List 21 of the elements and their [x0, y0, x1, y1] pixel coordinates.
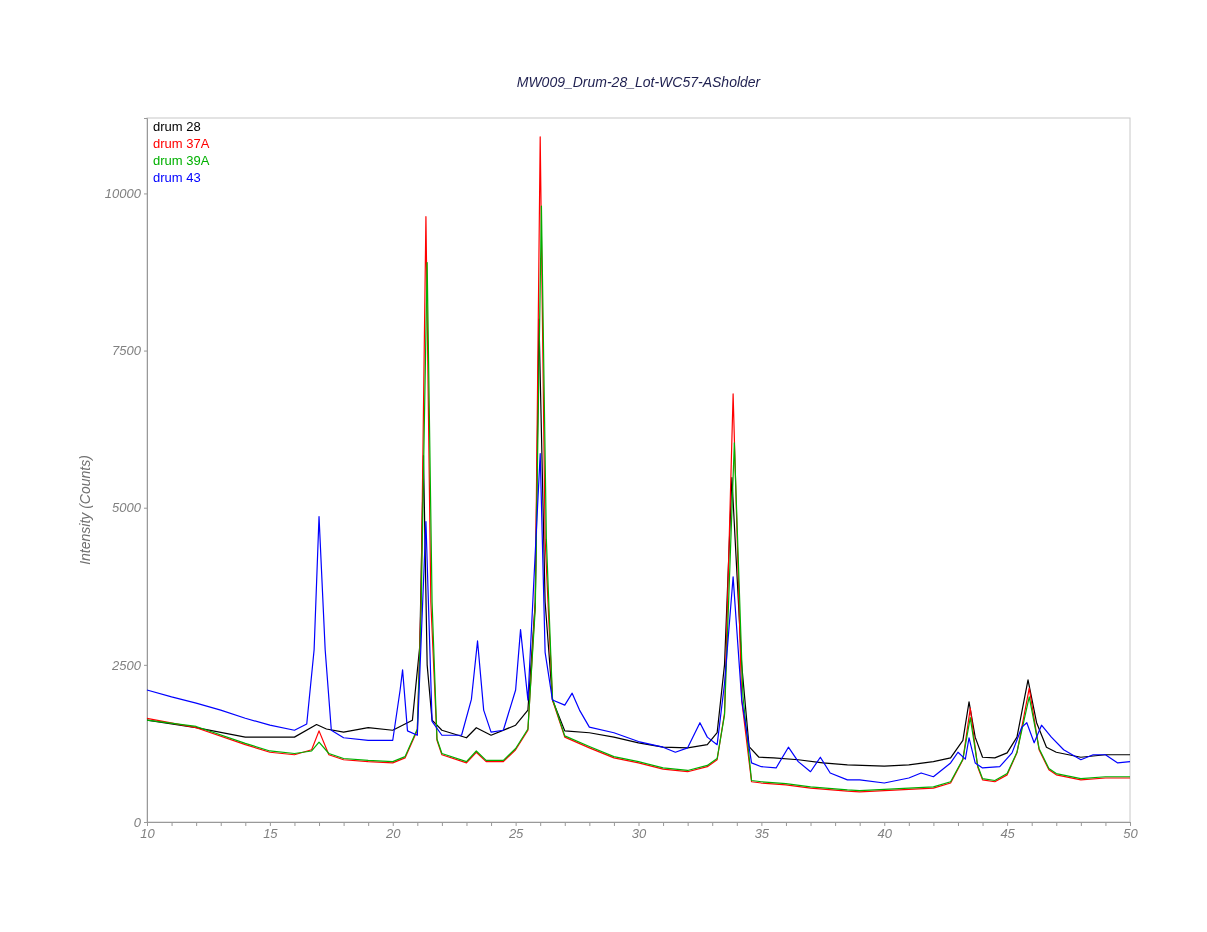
- text: drum 43: [153, 170, 201, 185]
- text: drum 39A: [153, 153, 210, 168]
- x-tick-label: 25: [507, 826, 525, 842]
- x-tick-label: 50: [1123, 826, 1139, 842]
- x-tick-label: 10: [140, 826, 156, 842]
- y-axis-title: Intensity (Counts): [77, 455, 93, 565]
- chart-title: MW009_Drum-28_Lot-WC57-ASholder: [516, 74, 762, 90]
- y-tick-label: 7500: [112, 343, 142, 359]
- y-tick-label: 2500: [111, 657, 142, 673]
- x-tick-label: 15: [263, 826, 279, 842]
- x-tick-label: 45: [1000, 826, 1016, 842]
- text: drum 37A: [153, 136, 210, 151]
- x-tick-label: 20: [385, 826, 402, 842]
- y-tick-label: 0: [133, 814, 142, 830]
- y-tick-label: 5000: [112, 500, 142, 516]
- line-series: [146, 453, 1131, 784]
- x-tick-label: 40: [877, 826, 893, 842]
- x-tick-label: 30: [631, 826, 647, 842]
- text: drum 28: [153, 119, 201, 134]
- x-tick-label: 35: [754, 826, 770, 842]
- y-tick-label: 10000: [104, 186, 142, 202]
